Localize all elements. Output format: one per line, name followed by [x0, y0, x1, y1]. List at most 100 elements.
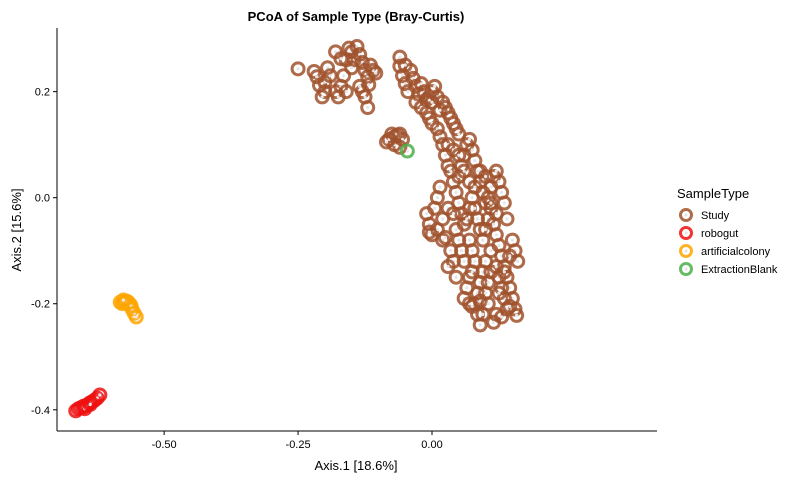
data-point — [336, 68, 352, 84]
data-point-center — [430, 100, 434, 104]
data-point-center — [366, 105, 370, 110]
legend-key-center — [684, 249, 688, 253]
data-point-center — [443, 235, 447, 240]
series-ExtractionBlank — [399, 143, 415, 159]
data-point-center — [470, 148, 474, 152]
data-point-center — [465, 286, 469, 290]
y-tick-label: 0.2 — [35, 87, 50, 99]
data-point-center — [454, 275, 458, 279]
data-point-center — [419, 82, 423, 86]
data-point — [478, 168, 494, 184]
data-point-center — [470, 270, 474, 274]
data-point-center — [489, 249, 493, 253]
data-point-center — [438, 108, 442, 112]
data-point-center — [358, 84, 362, 88]
data-point — [338, 84, 354, 100]
data-point-center — [443, 153, 447, 157]
data-point — [92, 387, 108, 403]
data-point-center — [435, 196, 439, 200]
data-point — [462, 296, 477, 312]
data-point-center — [462, 259, 466, 263]
data-point — [360, 100, 376, 116]
x-ticks: -0.50 -0.25 0.00 — [152, 431, 443, 451]
data-point-center — [497, 180, 501, 184]
data-point — [429, 121, 445, 137]
data-point-center — [384, 140, 389, 144]
data-point-center — [425, 211, 429, 216]
plot-area — [68, 39, 526, 419]
data-point-center — [433, 206, 437, 210]
data-point — [381, 131, 397, 147]
legend-key-center — [684, 231, 688, 235]
legend-title: SampleType — [677, 186, 749, 201]
data-point-center — [88, 402, 92, 407]
data-point — [314, 89, 330, 105]
data-point — [435, 232, 451, 248]
series-Study — [290, 39, 526, 333]
y-ticks: -0.4 -0.2 0.0 0.2 — [31, 87, 57, 417]
data-point — [128, 309, 144, 325]
data-point-center — [98, 393, 102, 397]
data-point-center — [320, 95, 324, 99]
data-point-center — [333, 50, 338, 54]
data-point-center — [403, 63, 407, 67]
data-point-center — [427, 230, 431, 234]
data-point-center — [398, 55, 402, 59]
legend-label: robogut — [701, 228, 738, 240]
legend-key — [679, 208, 693, 222]
data-point-center — [315, 75, 319, 79]
data-point-center — [483, 291, 488, 295]
data-point-center — [467, 137, 472, 141]
data-point-center — [500, 190, 504, 194]
legend-label: artificialcolony — [701, 246, 771, 258]
data-point-center — [405, 149, 409, 153]
legend-key — [679, 262, 693, 276]
series-artificialcolony — [112, 292, 144, 325]
data-point — [421, 224, 437, 240]
data-point — [467, 179, 483, 195]
data-point — [413, 76, 429, 92]
data-point — [451, 147, 467, 163]
data-point — [344, 60, 360, 76]
data-point — [502, 298, 518, 314]
data-point-center — [363, 95, 367, 99]
data-point-center — [433, 84, 437, 88]
data-point-center — [492, 222, 496, 226]
data-point-center — [497, 243, 501, 248]
data-point-center — [465, 217, 469, 221]
data-point-center — [449, 249, 453, 253]
data-point-center — [438, 185, 442, 189]
data-point-center — [483, 174, 488, 179]
data-point — [494, 309, 510, 325]
x-tick-label: -0.25 — [286, 439, 311, 451]
data-point — [464, 298, 480, 314]
data-point-center — [475, 169, 480, 173]
data-point-center — [441, 217, 445, 221]
legend-label: Study — [701, 210, 730, 222]
data-point-center — [515, 313, 519, 318]
data-point — [352, 47, 368, 63]
legend-item-artificialcolony: artificialcolony — [679, 244, 771, 258]
data-point-center — [494, 265, 498, 269]
data-point — [82, 396, 98, 412]
data-point-center — [342, 74, 346, 78]
data-point-center — [481, 312, 485, 316]
data-point — [432, 129, 448, 145]
data-point-center — [470, 249, 474, 253]
series-robogut — [68, 387, 108, 419]
legend-key-center — [684, 213, 688, 217]
data-point — [290, 61, 306, 77]
data-point-center — [508, 254, 512, 258]
data-point-center — [339, 57, 343, 61]
data-point-center — [502, 270, 506, 274]
data-point-center — [367, 83, 371, 87]
data-point-center — [478, 323, 482, 327]
y-tick-label: -0.4 — [31, 405, 50, 417]
data-point-center — [457, 132, 461, 136]
legend-item-robogut: robogut — [679, 226, 738, 240]
data-point-center — [492, 320, 496, 324]
data-point-center — [483, 227, 488, 232]
data-point-center — [467, 238, 472, 242]
data-point — [115, 292, 131, 308]
